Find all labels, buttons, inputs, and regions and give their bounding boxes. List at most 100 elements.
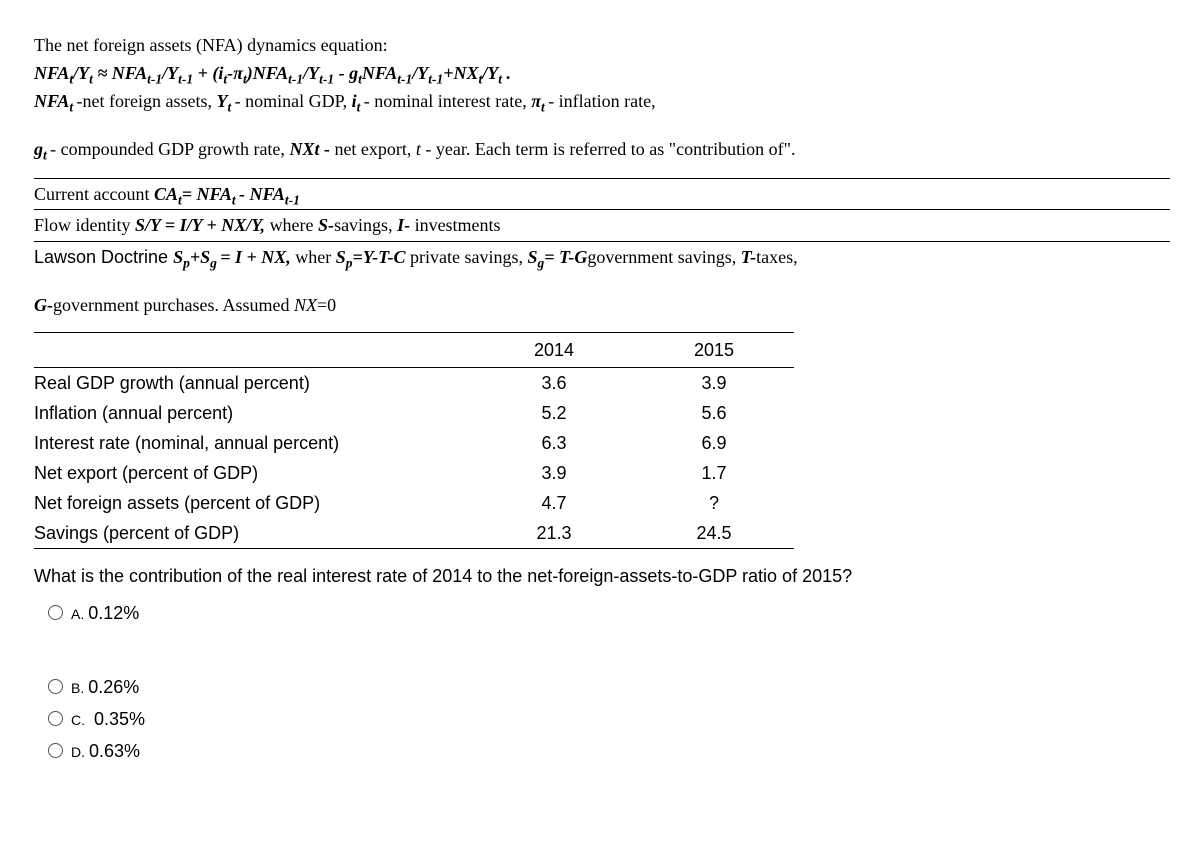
eq-part: -π [227,63,243,83]
intro-line1: The net foreign assets (NFA) dynamics eq… [34,32,1170,58]
def-sym: NXt - [289,139,334,159]
lawson-sym: T- [741,247,756,267]
table-cell: Net export (percent of GDP) [34,460,474,486]
rule [34,241,1170,242]
option-c[interactable]: C. 0.35% [48,706,1170,732]
option-label: D.0.63% [71,738,140,764]
option-lead: A. [71,606,84,622]
def-sym: π [531,91,541,111]
lawson-sym: S [527,247,537,267]
table-cell: Net foreign assets (percent of GDP) [34,490,474,516]
flow-text: where [270,215,318,235]
table-header: 2014 [474,337,634,363]
table-row: Inflation (annual percent) 5.2 5.6 [34,398,794,428]
lawson-sym: S [336,247,346,267]
table-cell: Inflation (annual percent) [34,400,474,426]
radio-icon [48,679,63,694]
table-cell: 5.6 [634,400,794,426]
lawson-sym: =Y-T-C [353,247,410,267]
def-text: - nominal interest rate, [364,91,531,111]
lawson-text: =0 [317,295,336,315]
def-text: - nominal GDP, [235,91,352,111]
radio-icon [48,743,63,758]
table-cell: 21.3 [474,520,634,546]
rule [34,209,1170,210]
nfa-equation: NFAt/Yt ≈ NFAt-1/Yt-1 + (it-πt)NFAt-1/Yt… [34,60,1170,86]
lawson-sym: = T-G [544,247,587,267]
option-d[interactable]: D.0.63% [48,738,1170,764]
lawson-sub: p [183,255,190,270]
table-cell: 1.7 [634,460,794,486]
def-sub: t [69,100,76,115]
answer-options: A.0.12% B.0.26% C. 0.35% D.0.63% [34,600,1170,764]
eq-part: + (i [193,63,223,83]
eq-sub: t-1 [319,72,334,87]
data-table: 2014 2015 Real GDP growth (annual percen… [34,332,794,550]
eq-part: NFA [362,63,397,83]
table-cell: 6.9 [634,430,794,456]
lawson-sym: +S [190,247,210,267]
lawson-text: taxes, [756,247,797,267]
lawson-sym: G- [34,295,53,315]
eq-part: /Y [412,63,428,83]
def-sym: NFA [34,91,69,111]
table-cell: Interest rate (nominal, annual percent) [34,430,474,456]
flow-text: savings, [334,215,397,235]
eq-part: /Y [162,63,178,83]
flow-identity: Flow identity S/Y = I/Y + NX/Y, where S-… [34,212,1170,238]
flow-eq: S/Y = I/Y + NX/Y, [135,215,270,235]
eq-part: . [502,63,511,83]
def-text: - inflation rate, [548,91,655,111]
table-cell: 3.9 [634,370,794,396]
eq-part: NFA [34,63,69,83]
radio-icon [48,711,63,726]
def-text: year. Each term is referred to as "contr… [436,139,796,159]
option-text: 0.12% [88,603,139,623]
question-text: What is the contribution of the real int… [34,563,1170,589]
table-row: Net export (percent of GDP) 3.9 1.7 [34,458,794,488]
def-text: - compounded GDP growth rate, [50,139,289,159]
option-label: B.0.26% [71,674,139,700]
table-cell: 6.3 [474,430,634,456]
lawson-text: government savings, [587,247,740,267]
table-cell: 24.5 [634,520,794,546]
radio-icon [48,605,63,620]
option-b[interactable]: B.0.26% [48,674,1170,700]
ca-sym: - NFA [239,184,285,204]
option-text: 0.35% [89,709,145,729]
table-row: Savings (percent of GDP) 21.3 24.5 [34,518,794,548]
eq-sub: t-1 [178,72,193,87]
option-a[interactable]: A.0.12% [48,600,1170,626]
ca-sym: = NFA [182,184,232,204]
eq-sub: t-1 [288,72,303,87]
option-text: 0.63% [89,741,140,761]
eq-part: +NX [443,63,478,83]
ca-sub: t-1 [285,193,300,208]
flow-text: investments [415,215,501,235]
table-cell: ? [634,490,794,516]
option-label: A.0.12% [71,600,139,626]
option-label: C. 0.35% [71,706,145,732]
def-sym: t - [416,139,436,159]
table-cell: Savings (percent of GDP) [34,520,474,546]
ca-sym: CA [154,184,178,204]
def-sym: g [34,139,43,159]
table-cell: 3.6 [474,370,634,396]
lawson-sub: p [346,255,353,270]
defs-line1: NFAt -net foreign assets, Yt - nominal G… [34,88,1170,114]
defs-line2: gt - compounded GDP growth rate, NXt - n… [34,136,1170,162]
def-sym: Y [216,91,227,111]
table-row: Net foreign assets (percent of GDP) 4.7 … [34,488,794,518]
lawson-text: private savings, [410,247,527,267]
table-row: Interest rate (nominal, annual percent) … [34,428,794,458]
lawson-sub: g [210,255,220,270]
table-header-row: 2014 2015 [34,333,794,368]
eq-part: )NFA [247,63,288,83]
table-cell: 3.9 [474,460,634,486]
table-row: Real GDP growth (annual percent) 3.6 3.9 [34,368,794,398]
lawson-label: Lawson Doctrine [34,247,173,267]
eq-part: - g [334,63,358,83]
table-header [34,337,474,363]
def-sub: t [357,100,364,115]
lawson-line2: G-government purchases. Assumed NX=0 [34,292,1170,318]
